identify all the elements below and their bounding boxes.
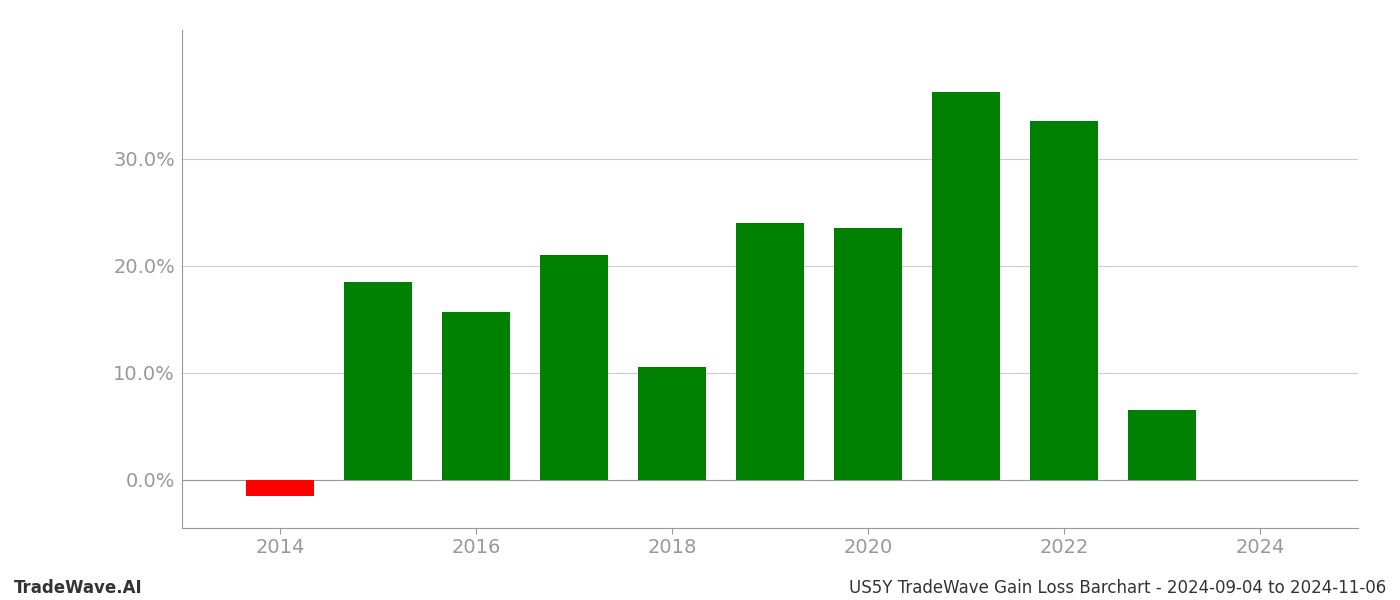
Bar <box>442 311 511 480</box>
Text: US5Y TradeWave Gain Loss Barchart - 2024-09-04 to 2024-11-06: US5Y TradeWave Gain Loss Barchart - 2024… <box>848 579 1386 597</box>
Bar <box>736 223 805 480</box>
Bar <box>638 367 707 480</box>
Bar <box>540 255 609 480</box>
Bar <box>344 281 413 480</box>
Bar <box>1128 410 1197 480</box>
Bar <box>1030 121 1099 480</box>
Bar <box>834 228 903 480</box>
Bar <box>932 92 1001 480</box>
Bar <box>246 480 315 496</box>
Text: TradeWave.AI: TradeWave.AI <box>14 579 143 597</box>
